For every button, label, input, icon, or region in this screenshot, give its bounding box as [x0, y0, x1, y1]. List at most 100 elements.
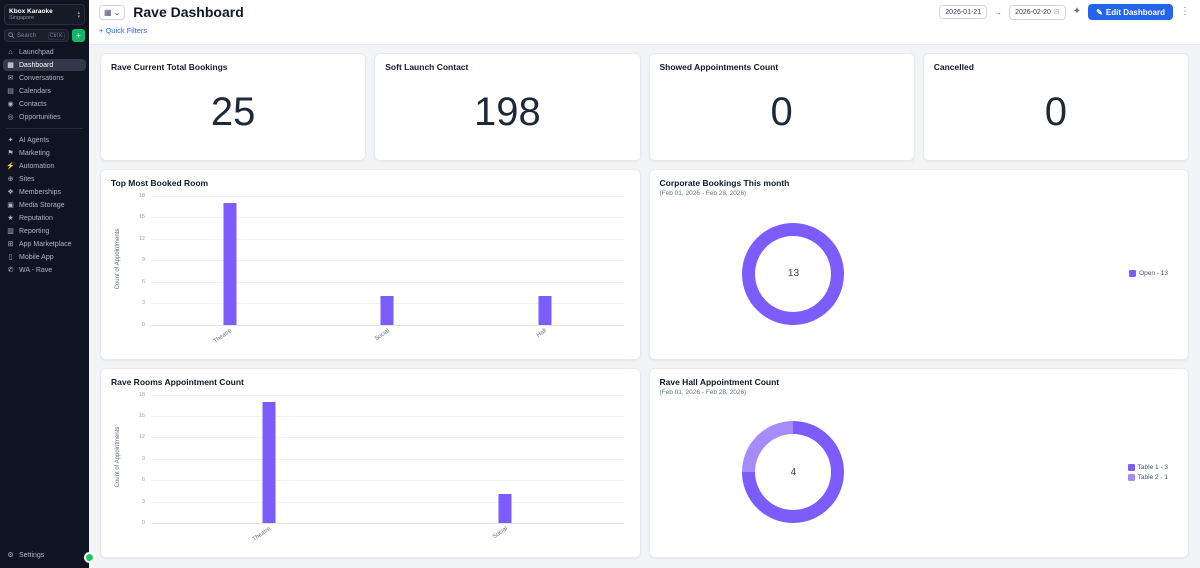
date-to-input[interactable]: 2026-02-20 ⊟	[1009, 4, 1066, 20]
y-tick-label: 9	[141, 455, 145, 462]
chart-card-top-most-booked-room: Top Most Booked Room Count of Appointmen…	[100, 169, 641, 360]
sidebar-item-label: Media Storage	[19, 201, 65, 209]
gridline	[151, 260, 624, 262]
sidebar-item-launchpad[interactable]: ⌂ Launchpad	[3, 47, 86, 58]
sidebar-item-settings[interactable]: ⚙ Settings	[3, 549, 86, 561]
gridline	[151, 523, 624, 524]
sidebar-nav: ⌂ Launchpad ▦ Dashboard ✉ Conversations ▤ Calen…	[0, 47, 89, 276]
sidebar-item-app-marketplace[interactable]: ⊞ App Marketplace	[3, 238, 86, 250]
sidebar-item-label: Sites	[19, 175, 35, 183]
chart-card-rave-rooms-count: Rave Rooms Appointment Count Count of Ap…	[100, 367, 641, 558]
donut-chart-container: 4 Table 1 - 3 Table 2 - 1	[660, 396, 1179, 550]
dashboard-content: Rave Current Total Bookings 25 Soft Laun…	[89, 45, 1200, 568]
account-switch-icon: ▴ ▾	[77, 10, 80, 19]
wand-icon[interactable]: ✦	[1072, 6, 1082, 17]
chart-card-corporate-bookings: Corporate Bookings This month (Feb 01, 2…	[648, 169, 1189, 360]
donut-chart[interactable]: 13	[742, 222, 845, 325]
sidebar-item-mobile-app[interactable]: ▯ Mobile App	[3, 251, 86, 263]
chart-row-2: Rave Rooms Appointment Count Count of Ap…	[100, 367, 1189, 558]
sidebar-item-label: Reporting	[19, 227, 50, 235]
sidebar-item-label: App Marketplace	[19, 240, 72, 248]
gridline	[151, 324, 624, 326]
globe-icon: ⊕	[7, 176, 14, 183]
chat-icon: ✉	[7, 75, 14, 82]
dashboard-layout-button[interactable]: ▦ ⌄	[99, 4, 126, 20]
legend-swatch	[1129, 270, 1137, 278]
legend-item[interactable]: Open - 13	[1129, 270, 1168, 278]
y-tick-label: 3	[141, 300, 145, 307]
y-axis-label: Count of Appointments	[115, 426, 121, 488]
sidebar-item-contacts[interactable]: ◉ Contacts	[3, 98, 86, 110]
pencil-icon: ✎	[1096, 7, 1103, 17]
page-title: Rave Dashboard	[133, 4, 244, 20]
kpi-value: 25	[210, 89, 256, 134]
chart-title: Rave Rooms Appointment Count	[111, 376, 244, 387]
chart-legend: Open - 13	[1129, 270, 1168, 278]
legend-label: Table 2 - 1	[1137, 473, 1168, 481]
sidebar-item-label: WA - Rave	[19, 266, 53, 274]
sidebar-item-reputation[interactable]: ★ Reputation	[3, 212, 86, 224]
sidebar-item-memberships[interactable]: ❖ Memberships	[3, 186, 86, 198]
sidebar-item-calendars[interactable]: ▤ Calendars	[3, 85, 86, 97]
sidebar-item-dashboard[interactable]: ▦ Dashboard	[3, 59, 86, 71]
marketplace-icon: ⊞	[7, 241, 14, 248]
account-name: Kbox Karaoke	[9, 8, 53, 15]
gridline	[151, 238, 624, 240]
sidebar-item-media-storage[interactable]: ▣ Media Storage	[3, 199, 86, 211]
kpi-card-cancelled: Cancelled 0	[922, 53, 1189, 161]
sidebar-item-opportunities[interactable]: ◎ Opportunities	[3, 111, 86, 123]
bar[interactable]	[498, 494, 512, 523]
sidebar-item-label: Automation	[19, 162, 55, 170]
bar[interactable]	[380, 295, 394, 325]
y-tick-label: 18	[138, 391, 145, 398]
sidebar-item-label: AI Agents	[19, 136, 49, 144]
megaphone-icon: ⚑	[7, 150, 14, 157]
gridline	[151, 394, 624, 396]
gridline	[151, 415, 624, 417]
kpi-card-soft-launch-contact: Soft Launch Contact 198	[374, 53, 641, 161]
sidebar-item-automation[interactable]: ⚡ Automation	[3, 160, 86, 172]
sidebar-item-sites[interactable]: ⊕ Sites	[3, 173, 86, 185]
sidebar-search-row: Search Ctrl K +	[4, 29, 85, 42]
y-tick-label: 12	[138, 434, 145, 441]
bar[interactable]	[538, 295, 552, 325]
sidebar-item-conversations[interactable]: ✉ Conversations	[3, 72, 86, 84]
edit-dashboard-button[interactable]: ✎ Edit Dashboard	[1088, 4, 1173, 20]
gridline	[151, 501, 624, 503]
account-location: Singapore	[9, 15, 35, 21]
memberships-icon: ❖	[7, 189, 14, 196]
quick-add-button[interactable]: +	[72, 29, 85, 42]
quick-filters-link[interactable]: + Quick Filters	[99, 26, 148, 35]
x-category-label: Theatre	[252, 526, 273, 543]
account-switcher[interactable]: Kbox Karaoke Singapore ▴ ▾	[4, 4, 85, 25]
legend-swatch	[1127, 473, 1135, 481]
donut-chart[interactable]: 4	[742, 421, 845, 524]
bar[interactable]	[223, 203, 237, 325]
date-from-value: 2026-01-21	[945, 8, 982, 16]
date-to-value: 2026-02-20	[1015, 8, 1051, 16]
sidebar-item-wa-rave[interactable]: ✆ WA - Rave	[3, 264, 86, 276]
kpi-value: 0	[770, 89, 793, 134]
kpi-title: Soft Launch Contact	[385, 62, 469, 72]
search-input[interactable]: Search Ctrl K	[4, 29, 69, 42]
chart-title: Rave Hall Appointment Count	[659, 376, 780, 387]
legend-item[interactable]: Table 1 - 3	[1127, 463, 1168, 471]
header-actions: 2026-01-21 → 2026-02-20 ⊟ ✦ ✎ Edit Dashb…	[939, 4, 1190, 20]
date-from-input[interactable]: 2026-01-21	[939, 5, 988, 19]
kpi-value: 0	[1044, 89, 1067, 134]
sidebar-item-reporting[interactable]: ▥ Reporting	[3, 225, 86, 237]
gridline	[151, 196, 624, 197]
kebab-menu-icon[interactable]: ⋮	[1180, 6, 1190, 17]
bar[interactable]	[262, 401, 276, 523]
sidebar-item-marketing[interactable]: ⚑ Marketing	[3, 147, 86, 159]
sidebar-item-label: Contacts	[19, 100, 47, 108]
page-header: ▦ ⌄ Rave Dashboard 2026-01-21 → 2026-02-…	[89, 0, 1200, 45]
gridline	[151, 480, 624, 482]
kpi-card-total-bookings: Rave Current Total Bookings 25	[100, 53, 367, 161]
chart-title: Top Most Booked Room	[111, 178, 209, 188]
legend-item[interactable]: Table 2 - 1	[1127, 473, 1168, 481]
bolt-icon: ⚡	[6, 163, 15, 170]
help-widget-button[interactable]	[84, 552, 95, 563]
sidebar-item-ai-agents[interactable]: ✦ AI Agents	[3, 134, 86, 146]
contacts-icon: ◉	[7, 101, 14, 108]
